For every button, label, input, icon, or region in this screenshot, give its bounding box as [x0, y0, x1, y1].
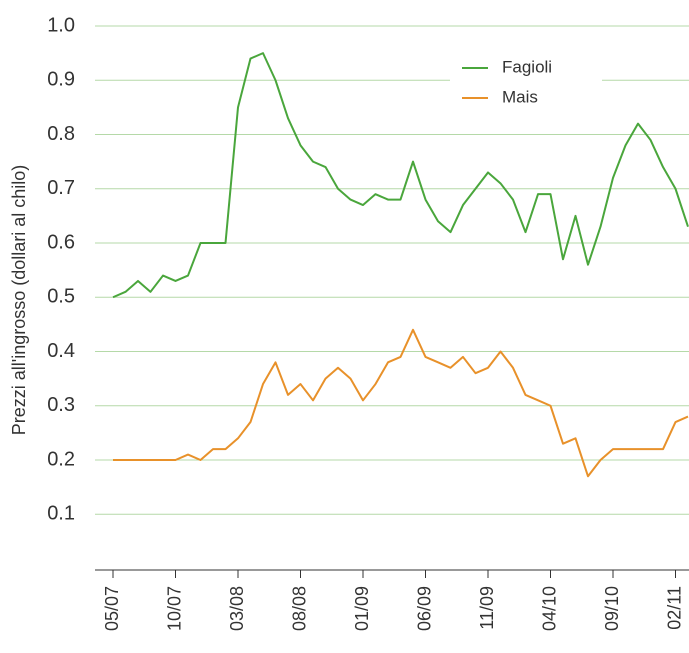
y-tick-label: 0.9 — [47, 69, 75, 91]
y-tick-label: 1.0 — [47, 14, 75, 36]
y-tick-label: 0.7 — [47, 177, 75, 199]
x-tick-label: 03/08 — [227, 586, 247, 631]
legend-label: Mais — [502, 87, 538, 106]
y-tick-label: 0.4 — [47, 340, 75, 362]
y-tick-label: 0.1 — [47, 503, 75, 525]
x-tick-label: 04/10 — [539, 586, 559, 631]
x-tick-label: 01/09 — [352, 586, 372, 631]
x-tick-label: 05/07 — [102, 586, 122, 631]
y-tick-label: 0.6 — [47, 231, 75, 253]
x-tick-label: 10/07 — [164, 586, 184, 631]
series-line — [113, 328, 689, 478]
x-tick-label: 06/09 — [414, 586, 434, 631]
series-line — [112, 52, 689, 299]
y-tick-label: 0.3 — [47, 394, 75, 416]
y-tick-label: 0.2 — [47, 448, 75, 470]
legend-box — [450, 52, 602, 114]
y-tick-label: 0.5 — [47, 286, 75, 308]
x-tick-label: 02/11 — [664, 586, 684, 630]
legend-label: Fagioli — [502, 57, 552, 76]
x-tick-label: 08/08 — [289, 586, 309, 631]
x-tick-label: 09/10 — [602, 586, 622, 631]
y-tick-label: 0.8 — [47, 123, 75, 145]
y-axis-label: Prezzi all'ingrosso (dollari al chilo) — [9, 165, 29, 436]
x-tick-label: 11/09 — [477, 586, 497, 630]
